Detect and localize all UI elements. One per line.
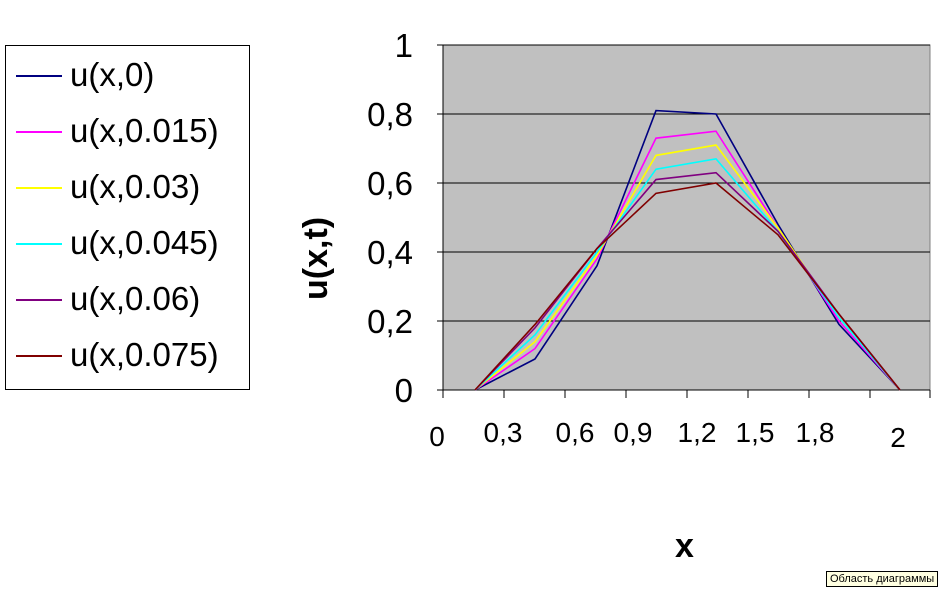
- y-tick-label: 0,6: [367, 165, 413, 202]
- y-tick-label: 1: [395, 27, 413, 64]
- legend-label: u(x,0.045): [70, 224, 219, 261]
- series-line-2: [474, 130, 901, 391]
- y-tick-label: 0,4: [367, 234, 413, 271]
- x-tick-label: 0,3: [484, 417, 523, 448]
- legend-swatch: [16, 75, 62, 77]
- legend-label: u(x,0.015): [70, 112, 219, 149]
- chart-area-tooltip: Область диаграммы: [826, 571, 939, 587]
- legend-item[interactable]: u(x,0): [6, 48, 249, 104]
- x-tick-label: 0: [429, 421, 445, 452]
- x-tick-label: 0,6: [556, 417, 595, 448]
- legend-swatch: [16, 243, 62, 245]
- legend-item[interactable]: u(x,0.045): [6, 216, 249, 272]
- y-axis-title: u(x,t): [297, 216, 335, 300]
- x-tick-label: 1,2: [678, 417, 717, 448]
- legend-item[interactable]: u(x,0.015): [6, 104, 249, 160]
- x-tick-label: 0,9: [614, 417, 653, 448]
- legend[interactable]: u(x,0) u(x,0.015) u(x,0.03) u(x,0.045) u(x,0…: [5, 45, 250, 390]
- series-line-1: [474, 109, 901, 391]
- legend-swatch: [16, 131, 62, 133]
- y-tick-label: 0,2: [367, 303, 413, 340]
- x-tick-label: 2: [890, 422, 906, 453]
- legend-item[interactable]: u(x,0.06): [6, 272, 249, 328]
- legend-label: u(x,0): [70, 56, 155, 93]
- x-axis-title: x: [675, 527, 694, 565]
- series-line-4: [474, 157, 901, 391]
- x-tick-label: 1,5: [736, 417, 775, 448]
- y-tick-label: 0: [395, 372, 413, 409]
- legend-swatch: [16, 355, 62, 357]
- legend-item[interactable]: u(x,0.03): [6, 160, 249, 216]
- legend-swatch: [16, 187, 62, 189]
- y-tick-label: 0,8: [367, 96, 413, 133]
- legend-label: u(x,0.06): [70, 280, 201, 317]
- x-tick-label: 1,8: [796, 417, 835, 448]
- series-line-6: [474, 182, 901, 391]
- legend-label: u(x,0.075): [70, 336, 219, 373]
- legend-swatch: [16, 299, 62, 301]
- legend-label: u(x,0.03): [70, 168, 201, 205]
- legend-item[interactable]: u(x,0.075): [6, 328, 249, 384]
